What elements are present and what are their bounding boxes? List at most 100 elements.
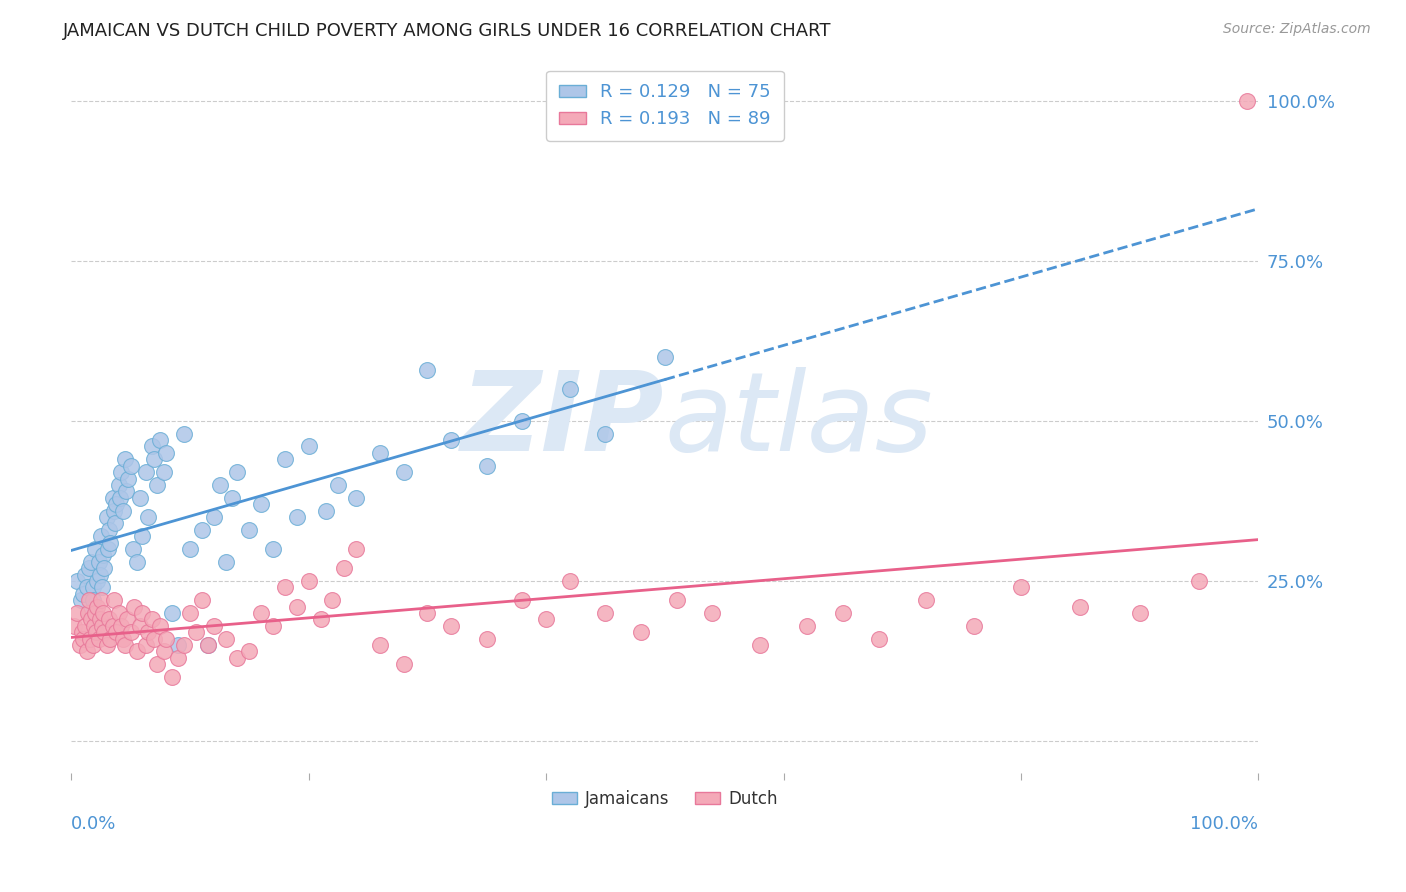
Point xyxy=(129,619,152,633)
Point xyxy=(84,625,107,640)
Point xyxy=(155,446,177,460)
Point xyxy=(122,599,145,614)
Text: atlas: atlas xyxy=(665,368,934,475)
Point xyxy=(167,638,190,652)
Point xyxy=(512,414,534,428)
Point xyxy=(138,625,160,640)
Point xyxy=(143,452,166,467)
Point xyxy=(595,606,617,620)
Point xyxy=(145,478,167,492)
Point xyxy=(84,541,107,556)
Point xyxy=(298,440,321,454)
Point xyxy=(285,599,308,614)
Point xyxy=(558,382,581,396)
Point xyxy=(96,638,118,652)
Point xyxy=(475,458,498,473)
Point xyxy=(90,593,112,607)
Point xyxy=(122,541,145,556)
Point xyxy=(167,651,190,665)
Point xyxy=(138,510,160,524)
Point xyxy=(595,426,617,441)
Point xyxy=(98,612,121,626)
Point xyxy=(77,561,100,575)
Point xyxy=(76,606,98,620)
Point xyxy=(250,606,273,620)
Point xyxy=(131,529,153,543)
Point xyxy=(702,606,724,620)
Point xyxy=(103,593,125,607)
Point xyxy=(86,599,108,614)
Point xyxy=(83,619,105,633)
Point xyxy=(202,510,225,524)
Point xyxy=(77,593,100,607)
Point xyxy=(105,497,128,511)
Text: ZIP: ZIP xyxy=(461,368,665,475)
Point xyxy=(321,593,343,607)
Point xyxy=(191,593,214,607)
Point xyxy=(120,625,142,640)
Text: Source: ZipAtlas.com: Source: ZipAtlas.com xyxy=(1223,22,1371,37)
Point xyxy=(69,638,91,652)
Point xyxy=(214,632,236,646)
Point xyxy=(87,555,110,569)
Point xyxy=(107,478,129,492)
Point xyxy=(558,574,581,588)
Point xyxy=(107,606,129,620)
Point xyxy=(110,465,132,479)
Point xyxy=(87,632,110,646)
Point xyxy=(416,362,439,376)
Point xyxy=(115,484,138,499)
Point xyxy=(75,567,97,582)
Point xyxy=(103,503,125,517)
Point xyxy=(112,632,135,646)
Point xyxy=(101,491,124,505)
Point xyxy=(79,632,101,646)
Point xyxy=(135,638,157,652)
Point xyxy=(62,619,84,633)
Point xyxy=(141,440,163,454)
Point xyxy=(105,625,128,640)
Point xyxy=(135,465,157,479)
Point xyxy=(93,625,115,640)
Point xyxy=(97,541,120,556)
Point xyxy=(197,638,219,652)
Point xyxy=(238,523,260,537)
Point xyxy=(79,606,101,620)
Point xyxy=(108,491,131,505)
Text: 0.0%: 0.0% xyxy=(72,815,117,833)
Point xyxy=(440,433,463,447)
Point xyxy=(91,581,114,595)
Point xyxy=(153,465,176,479)
Point xyxy=(91,619,114,633)
Point xyxy=(748,638,770,652)
Point xyxy=(315,503,337,517)
Point xyxy=(173,638,195,652)
Point xyxy=(89,612,111,626)
Point xyxy=(91,606,114,620)
Point xyxy=(512,593,534,607)
Point xyxy=(475,632,498,646)
Point xyxy=(184,625,207,640)
Point xyxy=(76,644,98,658)
Point xyxy=(534,612,557,626)
Point xyxy=(1069,599,1091,614)
Point xyxy=(796,619,818,633)
Point xyxy=(149,619,172,633)
Point xyxy=(962,619,984,633)
Point xyxy=(1188,574,1211,588)
Point xyxy=(328,478,350,492)
Point xyxy=(82,593,104,607)
Point xyxy=(1129,606,1152,620)
Point xyxy=(226,651,249,665)
Point xyxy=(125,555,148,569)
Point xyxy=(208,478,231,492)
Point xyxy=(91,549,114,563)
Point xyxy=(86,574,108,588)
Point xyxy=(100,632,122,646)
Point xyxy=(72,632,94,646)
Point xyxy=(344,491,367,505)
Point xyxy=(98,523,121,537)
Point xyxy=(392,465,415,479)
Point xyxy=(101,619,124,633)
Point xyxy=(69,593,91,607)
